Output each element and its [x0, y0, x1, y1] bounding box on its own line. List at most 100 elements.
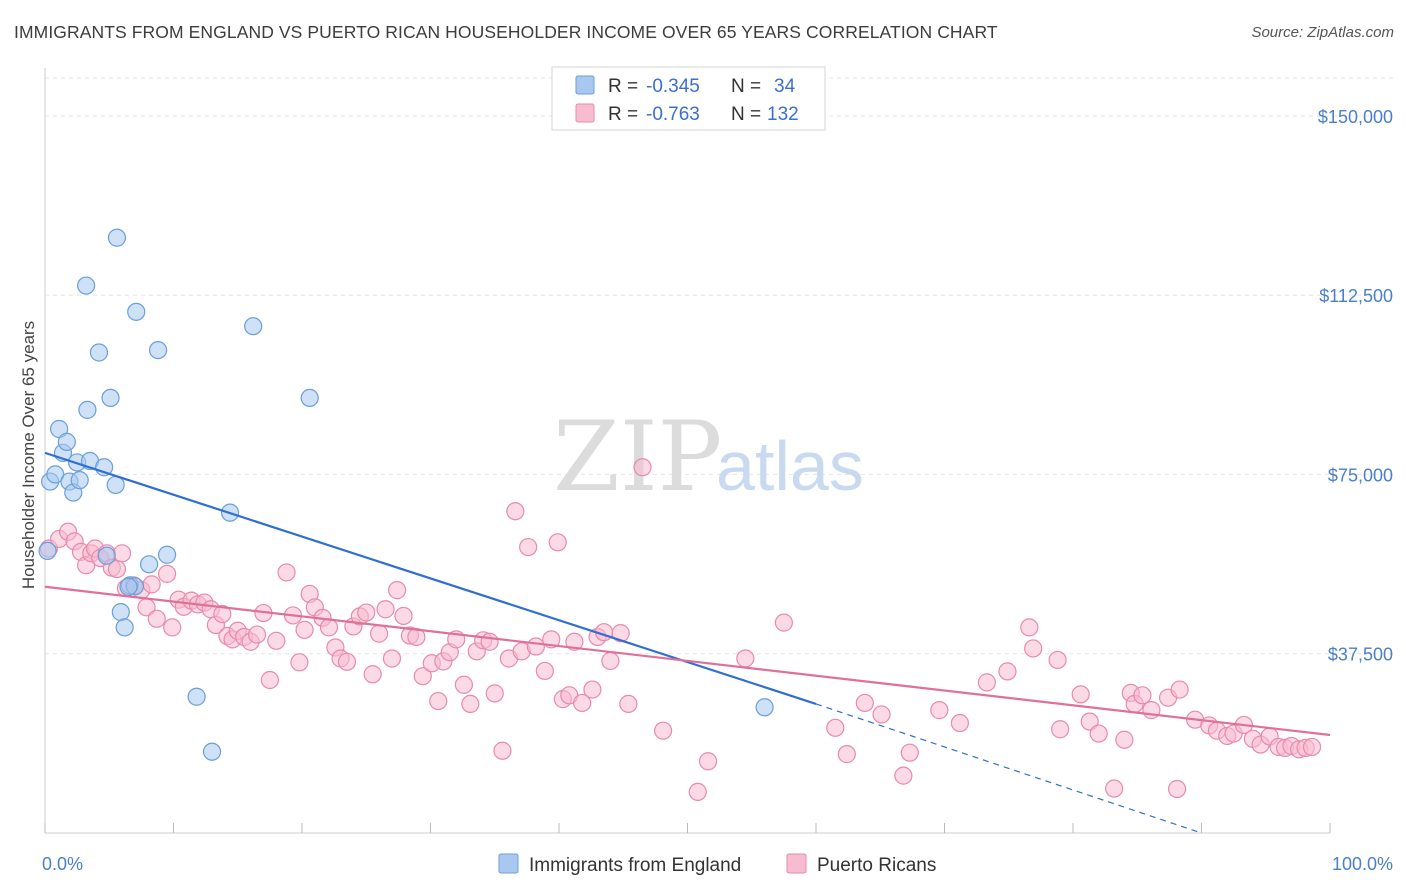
- point-puerto-ricans-106: [1020, 618, 1039, 637]
- point-puerto-ricans-96: [826, 718, 845, 737]
- point-england-12: [89, 343, 109, 362]
- trend-lines: [44, 451, 1331, 834]
- y-axis-title: Householder Income Over 65 years: [19, 321, 38, 589]
- point-puerto-ricans-52: [363, 665, 382, 684]
- point-england-10: [78, 400, 97, 419]
- trend-extension-england: [815, 703, 1202, 834]
- point-puerto-ricans-53: [370, 624, 389, 643]
- point-puerto-ricans-28: [213, 604, 232, 624]
- point-puerto-ricans-57: [394, 606, 413, 626]
- point-puerto-ricans-93: [688, 782, 707, 801]
- point-puerto-ricans-111: [1089, 724, 1108, 743]
- legend-r-label-puerto-ricans: R =: [608, 104, 638, 125]
- legend-n-value-england: 34: [774, 76, 796, 97]
- point-puerto-ricans-104: [977, 673, 997, 692]
- y-tick-label-0: $37,500: [1328, 645, 1393, 665]
- legend-n-value-puerto-ricans: 132: [767, 104, 799, 125]
- legend-r-value-england: -0.345: [646, 76, 700, 97]
- point-puerto-ricans-84: [573, 693, 592, 713]
- point-england-22: [139, 555, 159, 574]
- point-puerto-ricans-66: [454, 675, 474, 694]
- point-puerto-ricans-40: [290, 653, 309, 672]
- point-england-33: [119, 577, 138, 596]
- point-puerto-ricans-97: [837, 745, 856, 764]
- point-england-15: [101, 388, 120, 408]
- point-puerto-ricans-103: [950, 713, 970, 733]
- point-puerto-ricans-115: [1133, 686, 1152, 705]
- point-puerto-ricans-107: [1024, 639, 1043, 658]
- legend-r-value-puerto-ricans: -0.763: [646, 104, 700, 125]
- point-puerto-ricans-136: [1051, 720, 1070, 739]
- bottom-legend-label-england: Immigrants from England: [529, 855, 741, 876]
- point-puerto-ricans-17: [142, 575, 161, 594]
- point-puerto-ricans-51: [357, 603, 376, 622]
- point-puerto-ricans-92: [653, 721, 673, 740]
- trend-line-puerto-ricans: [44, 585, 1331, 737]
- point-puerto-ricans-108: [1048, 650, 1067, 670]
- point-england-9: [70, 471, 89, 490]
- bottom-legend-swatch-puerto-ricans: [786, 853, 807, 874]
- point-england-24: [157, 545, 177, 564]
- point-puerto-ricans-109: [1071, 685, 1090, 704]
- point-england-14: [97, 546, 116, 565]
- point-puerto-ricans-76: [519, 537, 538, 557]
- point-puerto-ricans-34: [247, 625, 267, 644]
- point-puerto-ricans-89: [611, 624, 630, 643]
- legend: R = -0.345 N = 34 R = -0.763 N = 132: [551, 66, 826, 131]
- gridlines: [45, 77, 1395, 655]
- point-england-17: [111, 603, 130, 622]
- source-label: Source: ZipAtlas.com: [1251, 24, 1394, 41]
- point-england-5: [57, 432, 76, 451]
- point-puerto-ricans-38: [277, 563, 296, 582]
- series-immigrants-from-england: [38, 228, 774, 761]
- point-puerto-ricans-85: [583, 680, 602, 699]
- point-puerto-ricans-105: [998, 662, 1017, 681]
- point-puerto-ricans-19: [157, 564, 177, 583]
- legend-n-label-puerto-ricans: N =: [731, 104, 761, 125]
- point-puerto-ricans-83: [565, 632, 584, 651]
- point-puerto-ricans-99: [872, 705, 891, 724]
- watermark-atlas: atlas: [716, 427, 864, 505]
- watermark-zip: ZIP: [553, 401, 722, 513]
- series-puerto-ricans: [39, 458, 1322, 801]
- point-puerto-ricans-70: [480, 632, 499, 651]
- legend-frame: [551, 66, 826, 131]
- point-puerto-ricans-134: [1115, 730, 1134, 749]
- point-puerto-ricans-72: [493, 741, 512, 760]
- point-puerto-ricans-48: [337, 652, 357, 671]
- legend-swatch-england: [575, 75, 595, 95]
- point-england-23: [148, 340, 168, 360]
- point-puerto-ricans-54: [376, 600, 395, 619]
- point-puerto-ricans-112: [1105, 779, 1124, 798]
- y-tick-label-1: $75,000: [1328, 465, 1393, 485]
- point-puerto-ricans-80: [548, 533, 567, 552]
- point-puerto-ricans-102: [930, 701, 949, 720]
- point-puerto-ricans-12: [112, 544, 132, 563]
- point-puerto-ricans-45: [319, 618, 339, 637]
- point-puerto-ricans-41: [295, 620, 314, 639]
- point-puerto-ricans-77: [526, 637, 545, 656]
- point-england-28: [202, 742, 222, 761]
- point-puerto-ricans-56: [387, 581, 407, 600]
- point-puerto-ricans-71: [485, 684, 504, 703]
- point-england-30: [244, 317, 263, 336]
- point-puerto-ricans-100: [894, 766, 913, 785]
- x-tick-label-1: 100.0%: [1332, 854, 1393, 874]
- point-puerto-ricans-60: [413, 667, 432, 686]
- legend-n-label-england: N =: [731, 76, 761, 97]
- point-puerto-ricans-95: [736, 649, 755, 668]
- bottom-legend-label-puerto-ricans: Puerto Ricans: [817, 855, 936, 876]
- point-puerto-ricans-37: [267, 631, 286, 650]
- point-england-26: [107, 228, 127, 247]
- trend-line-england: [44, 451, 817, 705]
- legend-r-label-england: R =: [608, 76, 638, 97]
- point-puerto-ricans-74: [506, 502, 525, 521]
- point-puerto-ricans-137: [774, 613, 793, 632]
- point-england-25: [77, 276, 96, 295]
- point-puerto-ricans-118: [1170, 680, 1189, 699]
- point-puerto-ricans-101: [900, 743, 919, 762]
- point-puerto-ricans-135: [1167, 779, 1187, 799]
- axes: [44, 68, 1331, 834]
- point-england-27: [187, 687, 206, 706]
